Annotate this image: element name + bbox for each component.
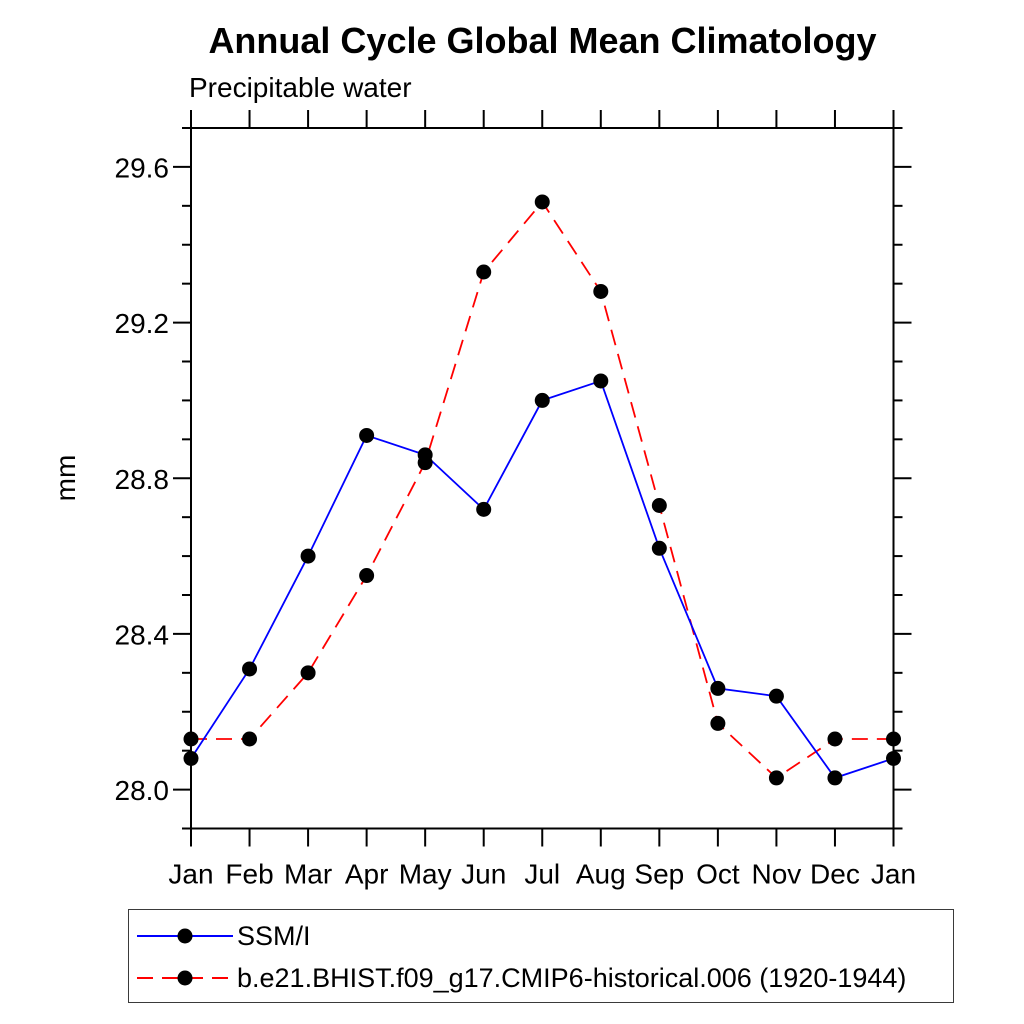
legend-item-ssmi: SSM/I xyxy=(133,919,311,953)
x-tick-label: Jan xyxy=(871,859,916,890)
y-tick-label: 29.2 xyxy=(115,308,170,339)
x-tick-label: Jan xyxy=(168,859,213,890)
data-point-marker xyxy=(183,731,199,747)
data-point-marker xyxy=(417,455,433,471)
data-point-marker xyxy=(300,548,316,564)
legend-line-sample-icon-1 xyxy=(137,970,233,986)
axis-frame xyxy=(190,127,895,830)
x-tick-label: May xyxy=(399,859,452,890)
x-tick-label: Jun xyxy=(461,859,506,890)
data-point-marker xyxy=(359,427,375,443)
data-point-marker xyxy=(827,770,843,786)
data-point-marker xyxy=(768,770,784,786)
data-point-marker xyxy=(300,665,316,681)
series-line-b-e21-bhist-f09-g17-cmip6-historical-006-1920-1944- xyxy=(191,200,894,780)
data-point-marker xyxy=(593,283,609,299)
data-point-marker xyxy=(710,715,726,731)
legend-line-sample-icon-0 xyxy=(137,928,233,944)
data-point-marker xyxy=(476,264,492,280)
y-tick-label: 28.4 xyxy=(115,619,170,650)
data-point-marker xyxy=(242,731,258,747)
data-point-marker xyxy=(651,540,667,556)
chart-subtitle: Precipitable water xyxy=(189,72,412,103)
data-point-marker xyxy=(651,497,667,513)
x-tick-label: Apr xyxy=(345,859,389,890)
data-point-marker xyxy=(359,568,375,584)
legend-item-cmip6: b.e21.BHIST.f09_g17.CMIP6-historical.006… xyxy=(133,961,906,995)
data-point-marker xyxy=(886,731,901,747)
data-point-marker xyxy=(710,680,726,696)
data-point-marker xyxy=(183,750,199,766)
data-point-marker xyxy=(886,750,901,766)
x-tick-label: Jul xyxy=(524,859,560,890)
y-tick-label: 28.8 xyxy=(115,464,170,495)
data-point-marker xyxy=(768,688,784,704)
data-point-marker xyxy=(593,373,609,389)
data-point-marker xyxy=(242,661,258,677)
x-tick-label: Dec xyxy=(810,859,860,890)
y-tick-label: 28.0 xyxy=(115,775,170,806)
data-point-marker xyxy=(476,501,492,517)
data-point-marker xyxy=(534,194,550,210)
x-tick-label: Aug xyxy=(576,859,626,890)
legend-label-cmip6: b.e21.BHIST.f09_g17.CMIP6-historical.006… xyxy=(237,963,907,993)
data-point-marker xyxy=(534,392,550,408)
x-tick-label: Mar xyxy=(284,859,332,890)
x-tick-label: Feb xyxy=(225,859,273,890)
x-tick-label: Sep xyxy=(634,859,684,890)
legend: SSM/I b.e21.BHIST.f09_g17.CMIP6-historic… xyxy=(128,909,954,1003)
y-tick-label: 29.6 xyxy=(115,152,170,183)
series-line-ssm-i xyxy=(190,379,894,779)
x-tick-label: Oct xyxy=(696,859,740,890)
data-point-marker xyxy=(827,731,843,747)
chart-title: Annual Cycle Global Mean Climatology xyxy=(208,20,877,61)
legend-label-ssmi: SSM/I xyxy=(237,921,311,951)
x-tick-label: Nov xyxy=(752,859,802,890)
